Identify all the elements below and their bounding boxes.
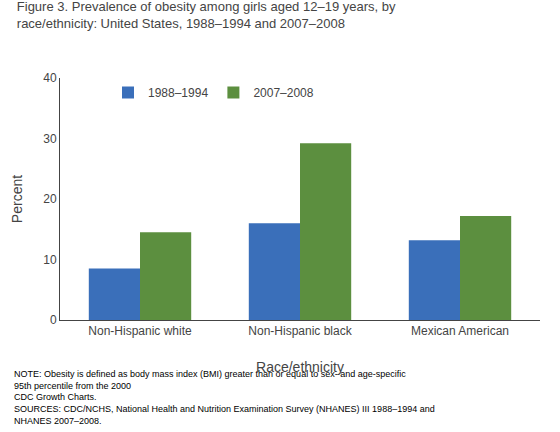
svg-text:Mexican American: Mexican American [411,324,509,338]
svg-text:20: 20 [43,192,57,206]
svg-text:Figure 3. Prevalence of obesit: Figure 3. Prevalence of obesity among gi… [17,0,396,31]
svg-text:Non-Hispanic white: Non-Hispanic white [88,324,192,338]
svg-text:0: 0 [50,313,57,327]
svg-text:30: 30 [43,132,57,146]
svg-text:Race/ethnicity: Race/ethnicity [256,359,344,375]
svg-text:10: 10 [43,253,57,267]
svg-text:Non-Hispanic black: Non-Hispanic black [248,324,352,338]
svg-text:NOTE: Obesity is defined as bo: NOTE: Obesity is defined as body mass in… [14,369,435,426]
svg-text:2007–2008: 2007–2008 [253,86,313,100]
svg-text:1988–1994: 1988–1994 [148,86,208,100]
svg-text:40: 40 [43,71,57,85]
svg-text:Percent: Percent [9,175,25,223]
